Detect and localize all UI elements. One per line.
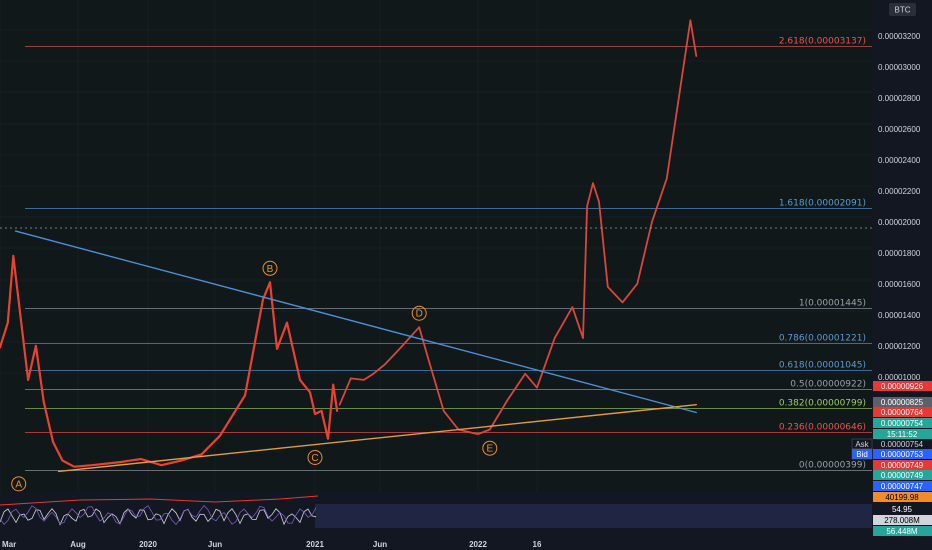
wave-A-label: A: [15, 479, 22, 490]
wave-B-label: B: [267, 264, 274, 275]
price-tag-4: 15:11:52: [887, 430, 918, 439]
price-tag-2: 0.00000764: [881, 408, 924, 417]
series-support: [57, 404, 697, 473]
price-tick-8: 0.00001600: [878, 280, 921, 289]
indicator-tag-bg-1: [873, 504, 932, 514]
wave-A-circle: [11, 476, 27, 492]
time-axis[interactable]: Mar Aug 2020 Jun 2021 Jun 2022 16: [0, 538, 872, 550]
time-tick-6: 2022: [469, 540, 487, 549]
symbol-badge-text: BTC: [895, 6, 911, 15]
series-price: [0, 254, 339, 468]
time-tick-7: 16: [533, 540, 542, 549]
wave-C-circle: [307, 449, 323, 465]
price-tag-bg-0: [873, 381, 932, 391]
fib-label-8: 2.618(0.00003137): [779, 37, 866, 47]
price-tag-bg-2: [873, 407, 932, 417]
btc-price-line: [0, 495, 319, 506]
time-tick-1: Aug: [70, 540, 86, 549]
price-tag-bg-9: [873, 481, 932, 491]
indicator-pane[interactable]: [0, 492, 872, 538]
price-axis[interactable]: 0.00003200 0.00003000 0.00002800 0.00002600…: [851, 0, 932, 550]
price-tag-5: 0.00000754: [881, 440, 924, 449]
price-tick-3: 0.00002600: [878, 125, 921, 134]
time-tick-4: 2021: [306, 540, 324, 549]
indicator-tag-0: 40199.98: [885, 493, 919, 502]
price-tag-3: 0.00000754: [881, 419, 924, 428]
fib-label-4: 0.618(0.00001045): [779, 361, 866, 371]
time-tick-0: Mar: [2, 540, 16, 549]
wave-B-circle: [262, 260, 278, 276]
time-tick-5: Jun: [373, 540, 387, 549]
indicator-lines: [0, 495, 319, 526]
series-trendline: [14, 230, 697, 414]
series-lines: [0, 19, 698, 473]
wave-D-circle: [411, 305, 427, 321]
price-tag-prefix-bg-6: [851, 448, 873, 460]
fib-label-7: 1.618(0.00002091): [779, 199, 866, 209]
fib-levels: 0(0.00000399) 0.236(0.00000646) 0.382(0.00…: [25, 37, 872, 471]
wave-E-circle: [482, 440, 498, 456]
wave-E-label: E: [486, 444, 493, 455]
rsi-line: [0, 504, 317, 526]
price-tag-1: 0.00000825: [881, 398, 924, 407]
price-axis-ticks: 0.00003200 0.00003000 0.00002800 0.00002600…: [878, 32, 921, 382]
price-tag-7: 0.00000749: [881, 461, 924, 470]
wave-labels: A B C D E: [11, 260, 498, 492]
fib-label-3: 0.5(0.00000922): [790, 380, 866, 390]
fib-label-1: 0.236(0.00000646): [779, 423, 866, 433]
price-tick-1: 0.00003000: [878, 63, 921, 72]
price-tick-2: 0.00002800: [878, 94, 921, 103]
price-tag-bg-5: [873, 439, 932, 449]
price-tag-6: 0.00000753: [881, 450, 924, 459]
indicator-tag-2: 278.008M: [884, 516, 920, 525]
time-tick-3: Jun: [208, 540, 222, 549]
time-axis-bg: [0, 538, 872, 550]
fib-label-5: 0.786(0.00001221): [779, 334, 866, 344]
wave-D-label: D: [416, 309, 423, 320]
symbol-badge[interactable]: [889, 3, 916, 16]
price-tick-11: 0.00001000: [878, 373, 921, 382]
indicator-tags: 40199.98 54.95 278.008M 56.448M: [873, 492, 932, 536]
volume-line: [0, 508, 317, 526]
price-tick-9: 0.00001400: [878, 311, 921, 320]
grid: [0, 0, 872, 538]
price-tick-4: 0.00002400: [878, 156, 921, 165]
price-tick-7: 0.00001800: [878, 249, 921, 258]
time-tick-2: 2020: [139, 540, 157, 549]
main-pane-bg: [0, 0, 872, 492]
indicator-tag-1: 54.95: [892, 505, 913, 514]
price-tick-0: 0.00003200: [878, 32, 921, 41]
time-axis-ticks: Mar Aug 2020 Jun 2021 Jun 2022 16: [2, 540, 542, 549]
price-tick-6: 0.00002000: [878, 218, 921, 227]
price-tag-bg-6: [873, 449, 932, 459]
price-tag-0: 0.00000926: [881, 382, 924, 391]
price-tag-bg-4: [873, 429, 932, 439]
fib-label-2: 0.382(0.00000799): [779, 399, 866, 409]
price-tag-bg-1: [873, 397, 932, 407]
price-tag-9: 0.00000747: [881, 482, 924, 491]
price-tag-8: 0.00000749: [881, 471, 924, 480]
indicator-tag-3: 56.448M: [886, 527, 917, 536]
indicator-tag-bg-2: [873, 515, 932, 525]
rsi-band: [315, 504, 872, 528]
indicator-tag-bg-0: [873, 492, 932, 502]
fib-label-0: 0(0.00000399): [799, 461, 866, 471]
main-pane[interactable]: 0(0.00000399) 0.236(0.00000646) 0.382(0.00…: [0, 0, 872, 538]
price-tag-bg-7: [873, 460, 932, 470]
series-projection: [338, 19, 698, 436]
fib-label-6: 1(0.00001445): [799, 299, 866, 309]
price-tick-10: 0.00001200: [878, 342, 921, 351]
price-tag-bg-3: [873, 418, 932, 428]
price-tag-prefix-6: Bid: [856, 450, 868, 459]
price-tick-5: 0.00002200: [878, 187, 921, 196]
price-tag-bg-8: [873, 470, 932, 480]
price-tag-prefix-5: Ask: [855, 440, 869, 449]
wave-C-label: C: [311, 453, 318, 464]
indicator-tag-bg-3: [873, 526, 932, 536]
